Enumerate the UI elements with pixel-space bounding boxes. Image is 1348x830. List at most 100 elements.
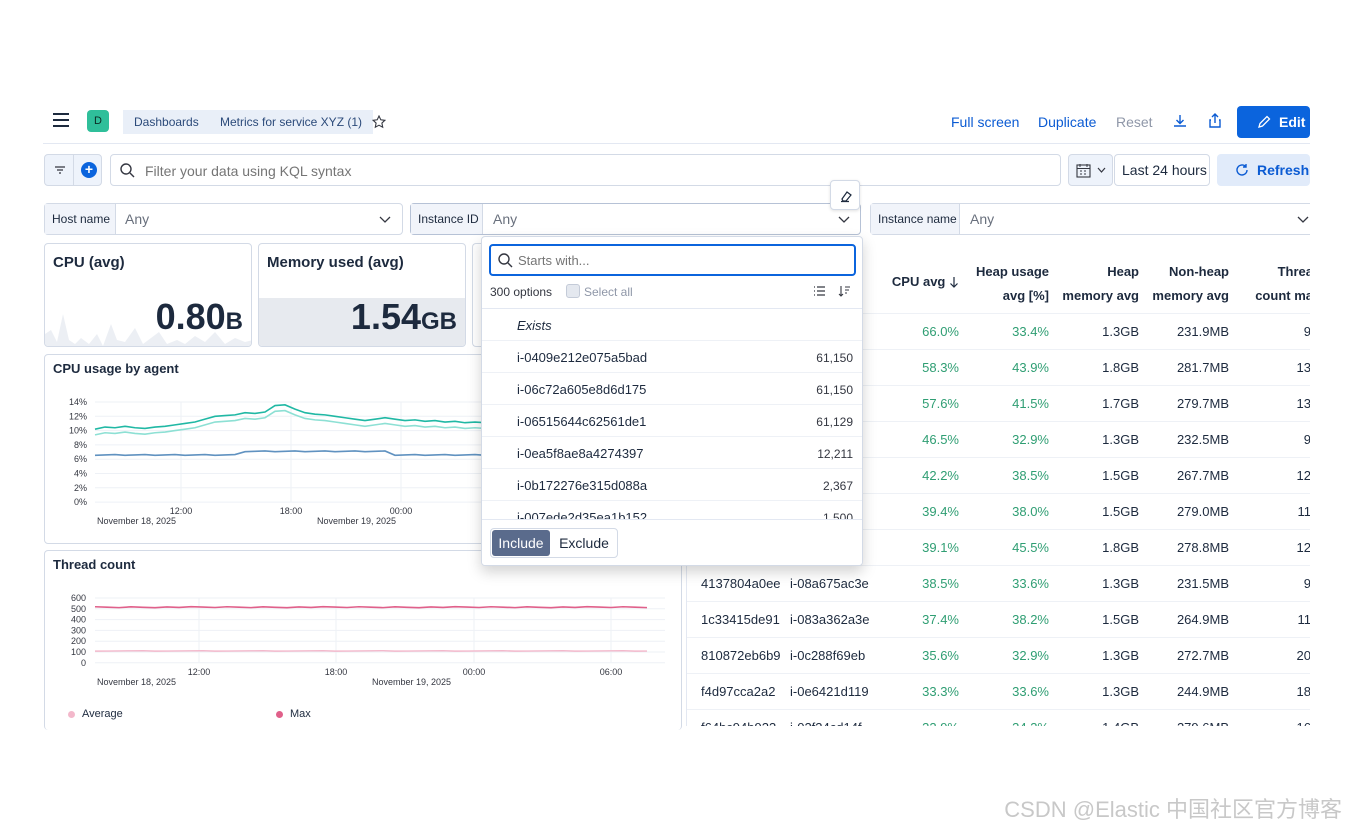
x-tick-sublabel: November 19, 2025 (317, 516, 396, 526)
cell-heap: 1.3GB (1102, 432, 1139, 447)
legend-max[interactable]: Max (290, 708, 311, 720)
time-range-button[interactable]: Last 24 hours (1114, 154, 1210, 186)
cell-heap-pct: 33.6% (1012, 576, 1049, 591)
option-label: i-0ea5f8ae8a4274397 (517, 446, 644, 461)
sort-down-icon (950, 277, 958, 288)
x-tick-label: 12:00 (188, 667, 211, 677)
option-item[interactable]: i-0b172276e315d088a 2,367 (482, 468, 862, 500)
col-cpu-avg[interactable]: CPU avg (883, 270, 959, 294)
kql-search-bar[interactable] (110, 154, 1061, 186)
select-all-checkbox[interactable] (566, 284, 580, 298)
cell-cpu: 58.3% (922, 360, 959, 375)
cell-nonheap: 279.6MB (1143, 720, 1229, 726)
filter-icon[interactable] (54, 164, 66, 176)
cell-heap: 1.8GB (1102, 540, 1139, 555)
cell-cpu: 33.3% (922, 684, 959, 699)
col-nonheap-memory[interactable]: Non-heap memory avg (1152, 264, 1229, 303)
cell-threads: 13 (1296, 396, 1310, 411)
option-exists[interactable]: Exists (482, 308, 862, 340)
option-item[interactable]: i-0409e212e075a5bad 61,150 (482, 340, 862, 372)
watermark: CSDN @Elastic 中国社区官方博客 (1004, 797, 1342, 822)
legend-max-dot (276, 711, 283, 718)
y-tick-label: 10% (69, 426, 87, 436)
cell-cpu: 46.5% (922, 432, 959, 447)
include-button[interactable]: Include (492, 530, 550, 556)
table-row[interactable]: f64bc94b923i-02f34cd14f 32.9% 34.3% 1.4GB 27… (687, 709, 1310, 726)
option-item[interactable]: i-0ea5f8ae8a4274397 12,211 (482, 436, 862, 468)
cell-cpu: 37.4% (922, 612, 959, 627)
clear-selections-button[interactable] (830, 180, 860, 210)
y-tick-label: 500 (71, 604, 86, 614)
chart-title: Thread count (53, 557, 136, 572)
kql-search-input[interactable] (145, 161, 1025, 181)
cell-c2: i-02f34cd14f (790, 720, 876, 726)
metric-value: 0.80B (155, 296, 243, 337)
cell-heap: 1.3GB (1102, 324, 1139, 339)
cell-cpu: 32.9% (883, 720, 959, 726)
table-row[interactable]: 4137804a0ee i-08a675ac3e 38.5% 33.6% 1.3GB 23… (687, 565, 1310, 601)
cell-threads: 9 (1233, 576, 1310, 591)
cpu-sparkline (45, 314, 251, 346)
edit-button[interactable]: Edit (1237, 106, 1310, 138)
download-icon[interactable] (1172, 113, 1188, 129)
legend-average[interactable]: Average (82, 708, 123, 720)
cell-threads: 12 (1296, 468, 1310, 483)
cell-c1: 810872eb6b9 (701, 648, 781, 663)
options-count: 300 options (490, 285, 553, 299)
cell-threads: 20 (1296, 648, 1310, 663)
menu-icon[interactable] (53, 113, 69, 127)
reset-button[interactable]: Reset (1116, 114, 1153, 130)
cell-c1: 1c33415de91 (701, 612, 780, 627)
y-tick-label: 400 (71, 615, 86, 625)
sort-icon[interactable] (838, 285, 851, 297)
date-quick-select[interactable] (1068, 154, 1113, 186)
option-count: 12,211 (817, 447, 853, 461)
chevron-down-icon (379, 216, 391, 223)
table-row[interactable]: f4d97cca2a2 i-0e6421d119 33.3% 33.6% 1.3GB 24… (687, 673, 1310, 709)
table-row[interactable]: 810872eb6b9 i-0c288f69eb 35.6% 32.9% 1.3GB 27… (687, 637, 1310, 673)
list-icon[interactable] (813, 285, 826, 297)
cell-nonheap: 278.8MB (1176, 540, 1229, 555)
full-screen-button[interactable]: Full screen (951, 114, 1020, 130)
search-icon (120, 163, 135, 178)
table-row[interactable]: 1c33415de91 i-083a362a3e 37.4% 38.2% 1.5GB 26… (687, 601, 1310, 637)
cell-cpu: 39.1% (922, 540, 959, 555)
option-label: Exists (517, 318, 552, 333)
col-thread-count[interactable]: Threa count ma (1255, 264, 1310, 303)
control-instance-name[interactable]: Instance name Any (870, 203, 1310, 235)
include-exclude-bar: Include Exclude (482, 519, 862, 565)
add-filter-button[interactable]: + (81, 162, 97, 178)
col-heap-memory[interactable]: Heap memory avg (1062, 264, 1139, 303)
select-all-label[interactable]: Select all (584, 285, 633, 299)
option-item[interactable]: i-06c72a605e8d6d175 61,150 (482, 372, 862, 404)
cell-nonheap: 281.7MB (1176, 360, 1229, 375)
col-heap-usage[interactable]: Heap usage avg [%] (976, 264, 1049, 303)
cell-heap: 1.8GB (1102, 360, 1139, 375)
star-icon[interactable] (372, 115, 386, 129)
y-tick-label: 0 (81, 658, 86, 668)
refresh-button[interactable]: Refresh (1217, 154, 1310, 186)
control-instance-id[interactable]: Instance ID Any (410, 203, 861, 235)
options-search[interactable] (489, 244, 856, 276)
breadcrumb-current: Metrics for service XYZ (1) (209, 110, 374, 134)
cell-nonheap: 231.5MB (1176, 576, 1229, 591)
cell-cpu: 57.6% (922, 396, 959, 411)
options-search-input[interactable] (518, 251, 838, 269)
chevron-down-icon (1097, 167, 1106, 173)
option-item[interactable]: i-06515644c62561de1 61,129 (482, 404, 862, 436)
control-host-name[interactable]: Host name Any (44, 203, 403, 235)
cell-heap-pct: 43.9% (1012, 360, 1049, 375)
top-nav: D Dashboards Metrics for service XYZ (1)… (43, 100, 1310, 144)
cell-nonheap: 231.9MB (1176, 324, 1229, 339)
duplicate-button[interactable]: Duplicate (1038, 114, 1097, 130)
breadcrumb-dashboards[interactable]: Dashboards (123, 110, 210, 134)
share-icon[interactable] (1207, 112, 1223, 129)
cell-cpu: 35.6% (922, 648, 959, 663)
space-avatar[interactable]: D (87, 110, 109, 132)
exclude-button[interactable]: Exclude (559, 535, 609, 551)
